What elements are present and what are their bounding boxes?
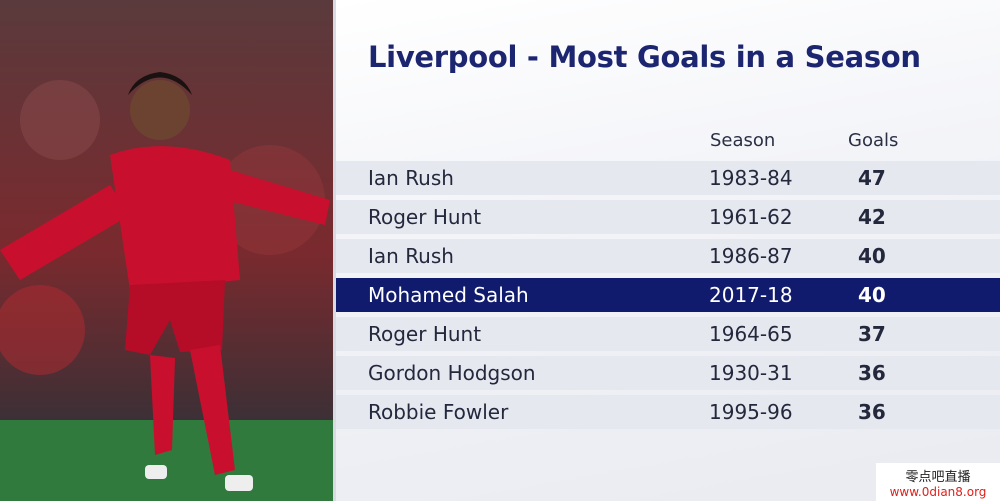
cell-goals: 40: [858, 283, 886, 307]
cell-name: Gordon Hodgson: [368, 361, 536, 385]
title: Liverpool - Most Goals in a Season: [368, 40, 921, 74]
cell-season: 1961-62: [709, 205, 793, 229]
cell-season: 1983-84: [709, 166, 793, 190]
cell-name: Ian Rush: [368, 166, 454, 190]
cell-goals: 36: [858, 400, 886, 424]
player-photo: [0, 0, 333, 501]
cell-name: Roger Hunt: [368, 322, 482, 346]
table-row: Robbie Fowler 1995-96 36: [336, 395, 1000, 429]
table-row: Gordon Hodgson 1930-31 36: [336, 356, 1000, 390]
cell-season: 1986-87: [709, 244, 793, 268]
cell-name: Roger Hunt: [368, 205, 482, 229]
watermark-url: www.0dian8.org: [889, 485, 987, 499]
table-row: Roger Hunt 1964-65 37: [336, 317, 1000, 351]
cell-goals: 47: [858, 166, 886, 190]
cell-season: 1964-65: [709, 322, 793, 346]
cell-name: Mohamed Salah: [368, 283, 529, 307]
table-panel: Liverpool - Most Goals in a Season Seaso…: [336, 0, 1000, 501]
cell-season: 1995-96: [709, 400, 793, 424]
cell-goals: 42: [858, 205, 886, 229]
divider: [333, 0, 336, 501]
cell-season: 1930-31: [709, 361, 793, 385]
column-header: Season: [710, 130, 776, 151]
watermark: 零点吧直播 www.0dian8.org: [876, 463, 1000, 501]
cell-name: Robbie Fowler: [368, 400, 509, 424]
table-rows: Ian Rush 1983-84 47 Roger Hunt 1961-62 42 Ian …: [336, 161, 1000, 434]
cell-goals: 40: [858, 244, 886, 268]
cell-season: 2017-18: [709, 283, 793, 307]
table-row: Ian Rush 1986-87 40: [336, 239, 1000, 273]
table-row: Mohamed Salah 2017-18 40: [336, 278, 1000, 312]
cell-goals: 37: [858, 322, 886, 346]
cell-goals: 36: [858, 361, 886, 385]
watermark-text: 零点吧直播: [905, 470, 971, 485]
table-row: Roger Hunt 1961-62 42: [336, 200, 1000, 234]
cell-name: Ian Rush: [368, 244, 454, 268]
column-header: Goals: [848, 130, 899, 151]
table-row: Ian Rush 1983-84 47: [336, 161, 1000, 195]
